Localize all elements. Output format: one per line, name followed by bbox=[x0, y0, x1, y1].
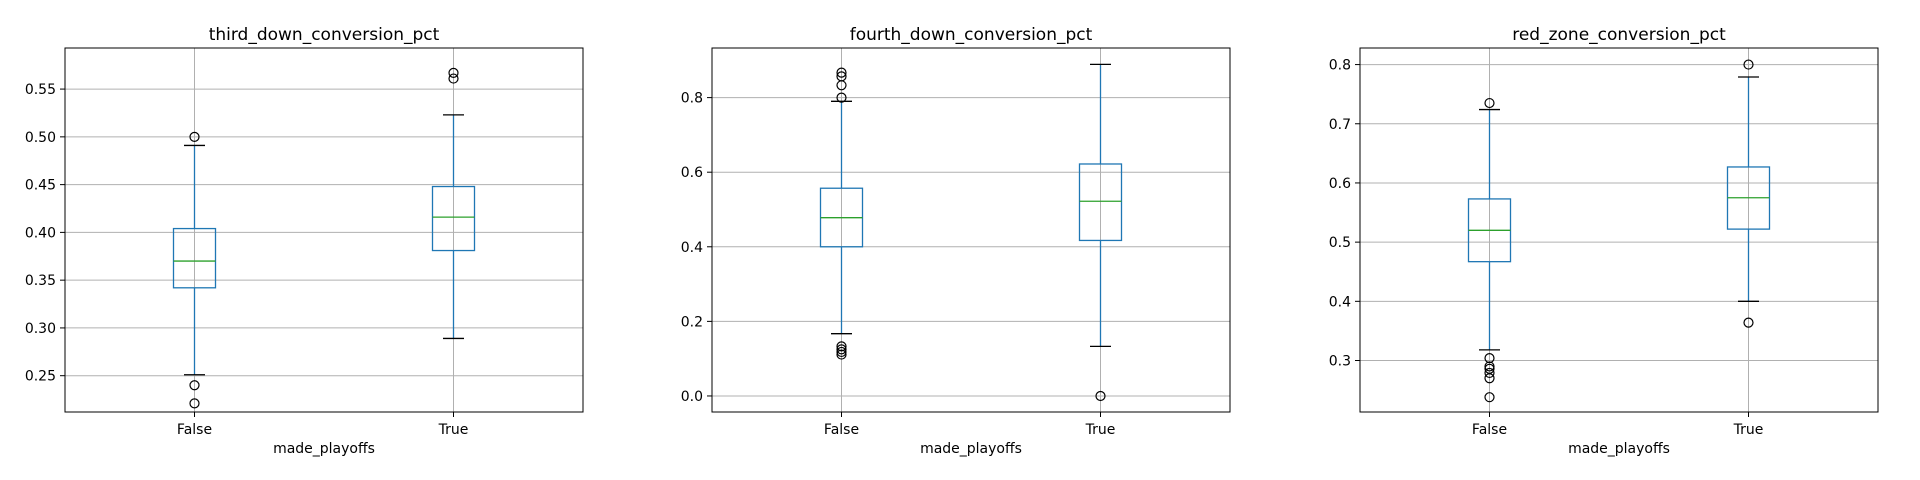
axes-frame bbox=[1359, 47, 1879, 413]
x-axis-label: made_playoffs bbox=[1568, 441, 1670, 457]
box-false bbox=[172, 131, 217, 409]
x-tick-label: False bbox=[1472, 422, 1507, 438]
chart-panel-2: 0.0 0.2 0.4 0.6 0.8 False True fourth_down_conv… bbox=[681, 25, 1231, 457]
chart-panel-1: 0.25 0.30 0.35 0.40 0.45 0.50 0.55 False True thi… bbox=[25, 25, 584, 457]
outlier-point bbox=[836, 346, 847, 358]
x-axis-label: made_playoffs bbox=[920, 441, 1022, 457]
y-tick-label: 0.6 bbox=[1329, 176, 1351, 192]
y-tick-label: 0.45 bbox=[25, 178, 56, 194]
y-tick-label: 0.50 bbox=[25, 130, 56, 146]
chart-title: fourth_down_conversion_pct bbox=[850, 25, 1093, 45]
x-tick-label: False bbox=[824, 422, 859, 438]
outlier-point bbox=[1743, 59, 1754, 70]
y-tick-label: 0.4 bbox=[1329, 294, 1351, 310]
outlier-point bbox=[189, 131, 200, 142]
y-tick-label: 0.4 bbox=[681, 240, 703, 256]
outlier-point bbox=[1484, 97, 1495, 109]
outlier-point bbox=[836, 349, 847, 360]
y-tick-label: 0.6 bbox=[681, 165, 703, 181]
y-tick-label: 0.5 bbox=[1329, 235, 1351, 251]
outlier-point bbox=[836, 344, 847, 355]
x-tick-label: True bbox=[1085, 422, 1116, 438]
iqr-box bbox=[172, 227, 217, 289]
axes-frame bbox=[64, 47, 584, 413]
box-true bbox=[1078, 63, 1123, 402]
y-tick-label: 0.2 bbox=[681, 314, 703, 330]
box-false bbox=[1467, 97, 1512, 403]
outlier-point bbox=[1484, 392, 1495, 403]
box-true bbox=[1726, 59, 1771, 328]
outlier-point bbox=[836, 67, 847, 78]
y-tick-label: 0.25 bbox=[25, 369, 56, 385]
iqr-box bbox=[1078, 163, 1123, 242]
axes-frame bbox=[711, 47, 1231, 413]
outlier-point bbox=[1484, 353, 1495, 364]
outlier-point bbox=[1095, 390, 1106, 402]
outlier-point bbox=[1484, 367, 1495, 379]
chart-panel-3: 0.3 0.4 0.5 0.6 0.7 0.8 False True red_zone_conv… bbox=[1329, 25, 1879, 457]
y-tick-label: 0.35 bbox=[25, 273, 56, 289]
outlier-point bbox=[448, 67, 459, 78]
chart-title: third_down_conversion_pct bbox=[209, 25, 440, 45]
outlier-point bbox=[1484, 373, 1495, 384]
outlier-point bbox=[836, 92, 847, 103]
box-true bbox=[431, 67, 476, 340]
iqr-box bbox=[431, 185, 476, 252]
y-tick-label: 0.0 bbox=[681, 389, 703, 405]
x-axis-label: made_playoffs bbox=[273, 441, 375, 457]
y-tick-label: 0.8 bbox=[681, 91, 703, 107]
y-tick-label: 0.40 bbox=[25, 225, 56, 241]
outlier-point bbox=[1743, 317, 1754, 328]
y-tick-label: 0.3 bbox=[1329, 354, 1351, 370]
outlier-point bbox=[836, 341, 847, 352]
y-tick-label: 0.55 bbox=[25, 82, 56, 98]
outlier-point bbox=[448, 73, 459, 84]
outlier-point bbox=[836, 80, 847, 91]
box-false bbox=[819, 67, 864, 360]
x-tick-label: True bbox=[1733, 422, 1764, 438]
y-tick-label: 0.7 bbox=[1329, 117, 1351, 133]
x-tick-label: True bbox=[438, 422, 469, 438]
x-tick-label: False bbox=[177, 422, 212, 438]
outlier-point bbox=[189, 398, 200, 409]
y-tick-label: 0.30 bbox=[25, 321, 56, 337]
chart-title: red_zone_conversion_pct bbox=[1512, 25, 1726, 45]
y-tick-label: 0.8 bbox=[1329, 58, 1351, 74]
outlier-point bbox=[189, 380, 200, 391]
